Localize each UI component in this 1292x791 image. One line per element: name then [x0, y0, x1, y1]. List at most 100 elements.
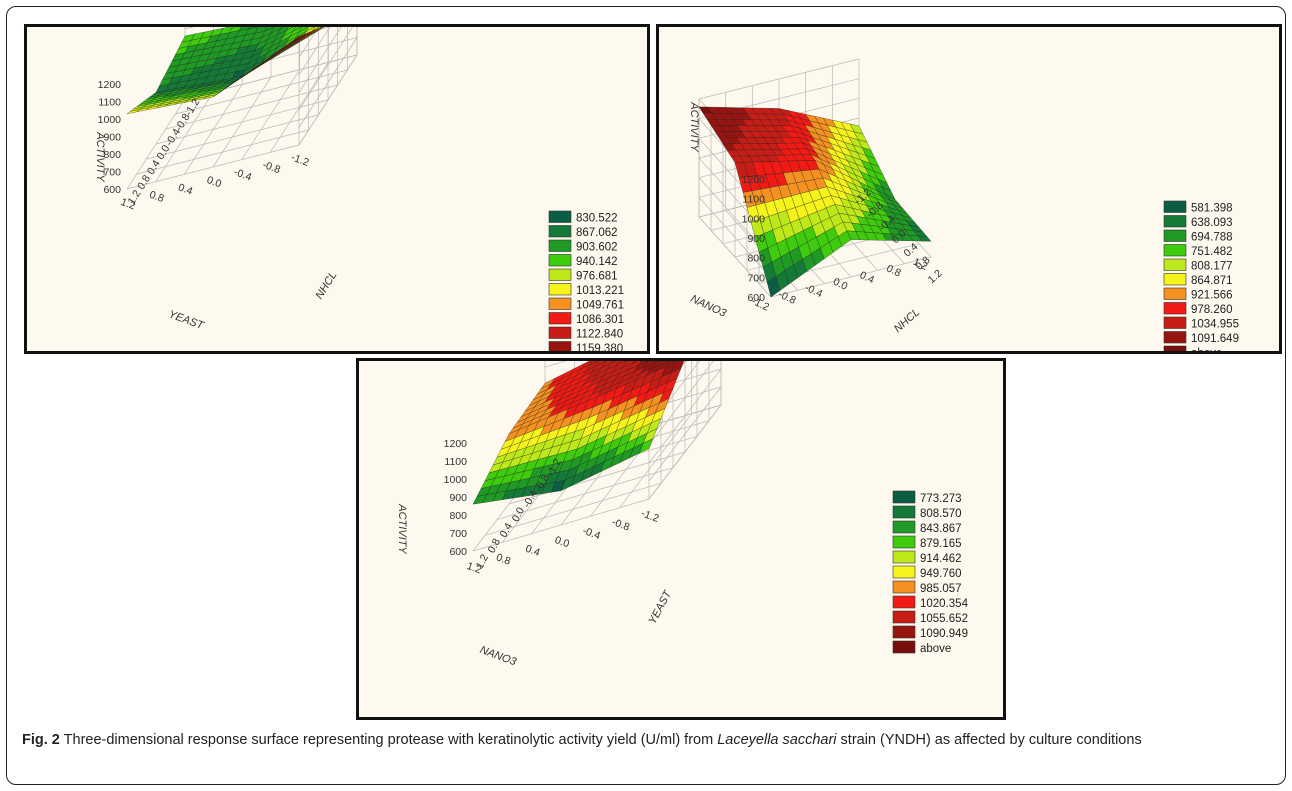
y-tick-label: 0.8 — [135, 173, 153, 192]
surface-chart-3: -1.2-0.8-0.40.00.40.81.21.20.80.40.0-0.4… — [396, 361, 969, 669]
legend-label: 921.566 — [1191, 290, 1233, 302]
legend: 581.398 638.093 694.788 751.482 808.177 864.8… — [1163, 200, 1239, 352]
legend-swatch — [892, 490, 916, 504]
caption-text-1: Three-dimensional response surface repre… — [59, 732, 718, 748]
legend-swatch — [1163, 273, 1187, 286]
legend-label: 1091.649 — [1191, 333, 1239, 345]
surface-cell — [126, 109, 140, 115]
chart-panel-nhcl-nano3: -1.2 -0.8 -0.4 0.0 0.4 0.8 1.2 1.2 0.8 0.4 0.0 -0.4… — [656, 24, 1282, 354]
y-tick-label: 0.0 — [510, 505, 528, 524]
legend-label: 864.871 — [1191, 275, 1233, 287]
x-axis-label: NANO3 — [478, 644, 519, 669]
legend-swatch — [892, 610, 916, 624]
x-tick-label: -0.8 — [610, 516, 631, 534]
grid-line — [698, 58, 860, 100]
legend-swatch — [1163, 331, 1187, 344]
legend-swatch — [892, 625, 916, 639]
z-axis-label: ACTIVITY — [396, 503, 408, 554]
legend-label: 808.177 — [1191, 261, 1233, 273]
legend-swatch — [892, 520, 916, 534]
caption-label: Fig. 2 — [22, 732, 60, 748]
legend-swatch — [892, 550, 916, 564]
surface-cell — [917, 235, 932, 242]
legend-swatch — [548, 341, 572, 351]
z-tick-label: 600 — [449, 546, 467, 558]
legend-swatch — [548, 297, 572, 310]
x-tick-label: 1.2 — [465, 560, 483, 576]
legend-label: 1034.955 — [1191, 319, 1239, 331]
legend-swatch — [1163, 258, 1187, 271]
surface-cell — [472, 494, 488, 505]
y-tick-label: 0.8 — [884, 262, 902, 279]
legend-swatch — [548, 225, 572, 238]
x-tick-label: -1.2 — [639, 507, 660, 525]
z-tick-label: 1200 — [98, 79, 122, 91]
y-tick-label: 1.2 — [911, 256, 929, 273]
legend-label: 879.165 — [920, 538, 962, 550]
legend-label: 976.681 — [576, 271, 618, 283]
x-axis-label: NHCL — [892, 306, 922, 335]
z-tick-label: 1100 — [444, 456, 467, 468]
legend-swatch — [548, 210, 572, 223]
legend-label: above — [1191, 348, 1222, 352]
legend-label: 808.570 — [920, 508, 962, 520]
legend-label: 940.142 — [576, 256, 618, 268]
legend-label: 1049.761 — [576, 300, 624, 312]
x-tick-label: 0.8 — [148, 189, 166, 205]
legend-swatch — [548, 283, 572, 296]
legend-swatch — [548, 254, 572, 267]
legend-label: 581.398 — [1191, 203, 1233, 215]
z-tick-label: 900 — [449, 492, 467, 504]
y-axis-label: NANO3 — [689, 293, 729, 320]
z-tick-label: 1100 — [742, 194, 765, 206]
surface-chart-1: -1.2-0.8-0.40.00.40.81.21.20.80.40.0-0.4… — [94, 27, 624, 351]
z-tick-label: 1200 — [742, 174, 766, 186]
legend-swatch — [892, 565, 916, 579]
y-tick-label: 0.4 — [498, 521, 516, 540]
response-surface — [126, 27, 325, 115]
legend-swatch — [1163, 215, 1187, 228]
z-tick-label: 800 — [747, 253, 765, 265]
legend-label: 903.602 — [576, 242, 618, 254]
z-axis-label: ACTIVITY — [688, 101, 700, 152]
legend-label: 773.273 — [920, 493, 962, 505]
legend-swatch — [892, 580, 916, 594]
z-tick-label: 1000 — [742, 213, 766, 225]
legend-swatch — [1163, 345, 1187, 351]
grid-line — [298, 27, 320, 58]
legend-swatch — [1163, 287, 1187, 300]
legend-swatch — [892, 505, 916, 519]
legend-swatch — [548, 326, 572, 339]
legend-label: 1013.221 — [576, 285, 624, 297]
chart-panel-nano3-yeast: -1.2 -0.8 -0.4 0.0 0.4 0.8 1.2 1.2 0.8 0.4 0.0 -0.4… — [356, 358, 1006, 720]
legend-label: 978.260 — [1191, 304, 1233, 316]
x-tick-label: 0.8 — [494, 551, 512, 567]
legend-label: 949.760 — [920, 568, 962, 580]
x-tick-label: 1.2 — [119, 196, 137, 212]
legend-swatch — [1163, 244, 1187, 257]
z-tick-label: 1200 — [444, 438, 468, 450]
axes: -1.2-0.8-0.40.00.40.81.21.20.80.40.0-0.4… — [94, 79, 339, 332]
figure-caption: Fig. 2 Three-dimensional response surfac… — [22, 730, 1272, 751]
z-axis-label: ACTIVITY — [94, 131, 106, 182]
legend-label: 638.093 — [1191, 217, 1233, 229]
legend-label: 914.462 — [920, 553, 962, 565]
x-tick-label: -0.8 — [261, 159, 282, 177]
grid-line — [698, 216, 772, 298]
response-surface — [698, 106, 932, 298]
y-axis-label: NHCL — [313, 270, 339, 302]
x-tick-label: 0.0 — [553, 534, 571, 550]
legend-label: 694.788 — [1191, 232, 1233, 244]
legend-label: 843.867 — [920, 523, 962, 535]
x-axis-label: YEAST — [167, 308, 206, 332]
y-tick-label: 0.4 — [145, 158, 163, 177]
legend-label: 1090.949 — [920, 628, 968, 640]
z-tick-label: 700 — [449, 528, 467, 540]
legend-label: 1159.380 — [576, 343, 623, 351]
legend-swatch — [1163, 229, 1187, 242]
z-tick-label: 700 — [103, 167, 121, 179]
legend-label: 1122.840 — [576, 329, 623, 341]
z-tick-label: 1000 — [98, 114, 122, 126]
legend-swatch — [548, 268, 572, 281]
x-tick-label: -0.4 — [232, 166, 253, 184]
